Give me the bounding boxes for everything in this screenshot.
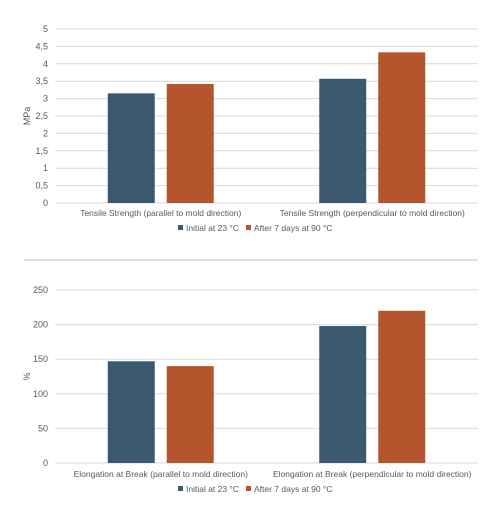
tensile-strength-chart: 0 0,5 1 1,5 2 2,5 3 3,5 4 4,5 5 MPa Tensile Strength…: [22, 24, 478, 233]
legend-label: Initial at 23 °C: [186, 484, 239, 494]
legend-label: After 7 days at 90 °C: [254, 223, 333, 233]
y-tick-label: 50: [38, 423, 48, 433]
bar: [166, 366, 214, 463]
bar: [378, 310, 426, 463]
elongation-chart: 0 50 100 150 200 250% Elongation at Break (par…: [22, 285, 478, 494]
bar: [319, 325, 367, 463]
y-tick-label: 0: [43, 198, 48, 208]
y-tick-label: 0,5: [35, 181, 48, 191]
y-axis-title: %: [22, 372, 32, 380]
y-tick-label: 3: [43, 94, 48, 104]
y-tick-label: 2: [43, 128, 48, 138]
legend-swatch: [246, 486, 251, 491]
legend-swatch: [246, 225, 251, 230]
y-tick-label: 100: [33, 389, 48, 399]
y-tick-label: 2,5: [35, 111, 48, 121]
bar: [107, 361, 155, 463]
category-label: Elongation at Break (perpendicular to mo…: [273, 469, 472, 479]
category-label: Elongation at Break (parallel to mold di…: [74, 469, 249, 479]
y-tick-label: 250: [33, 285, 48, 295]
legend-label: Initial at 23 °C: [186, 223, 239, 233]
y-tick-label: 4,5: [35, 41, 48, 51]
y-tick-label: 5: [43, 24, 48, 34]
y-tick-label: 3,5: [35, 76, 48, 86]
y-tick-label: 200: [33, 320, 48, 330]
bar: [166, 83, 214, 203]
category-label: Tensile Strength (parallel to mold direc…: [80, 208, 241, 218]
legend-swatch: [178, 225, 183, 230]
bar: [107, 93, 155, 203]
category-label: Tensile Strength (perpendicular to mold …: [280, 208, 465, 218]
y-tick-label: 150: [33, 354, 48, 364]
y-axis-title: MPa: [22, 107, 32, 126]
y-tick-label: 1: [43, 163, 48, 173]
bar: [378, 52, 426, 203]
y-tick-label: 4: [43, 59, 48, 69]
y-tick-label: 1,5: [35, 146, 48, 156]
y-tick-label: 0: [43, 458, 48, 468]
legend-swatch: [178, 486, 183, 491]
bar: [319, 78, 367, 203]
legend-label: After 7 days at 90 °C: [254, 484, 333, 494]
